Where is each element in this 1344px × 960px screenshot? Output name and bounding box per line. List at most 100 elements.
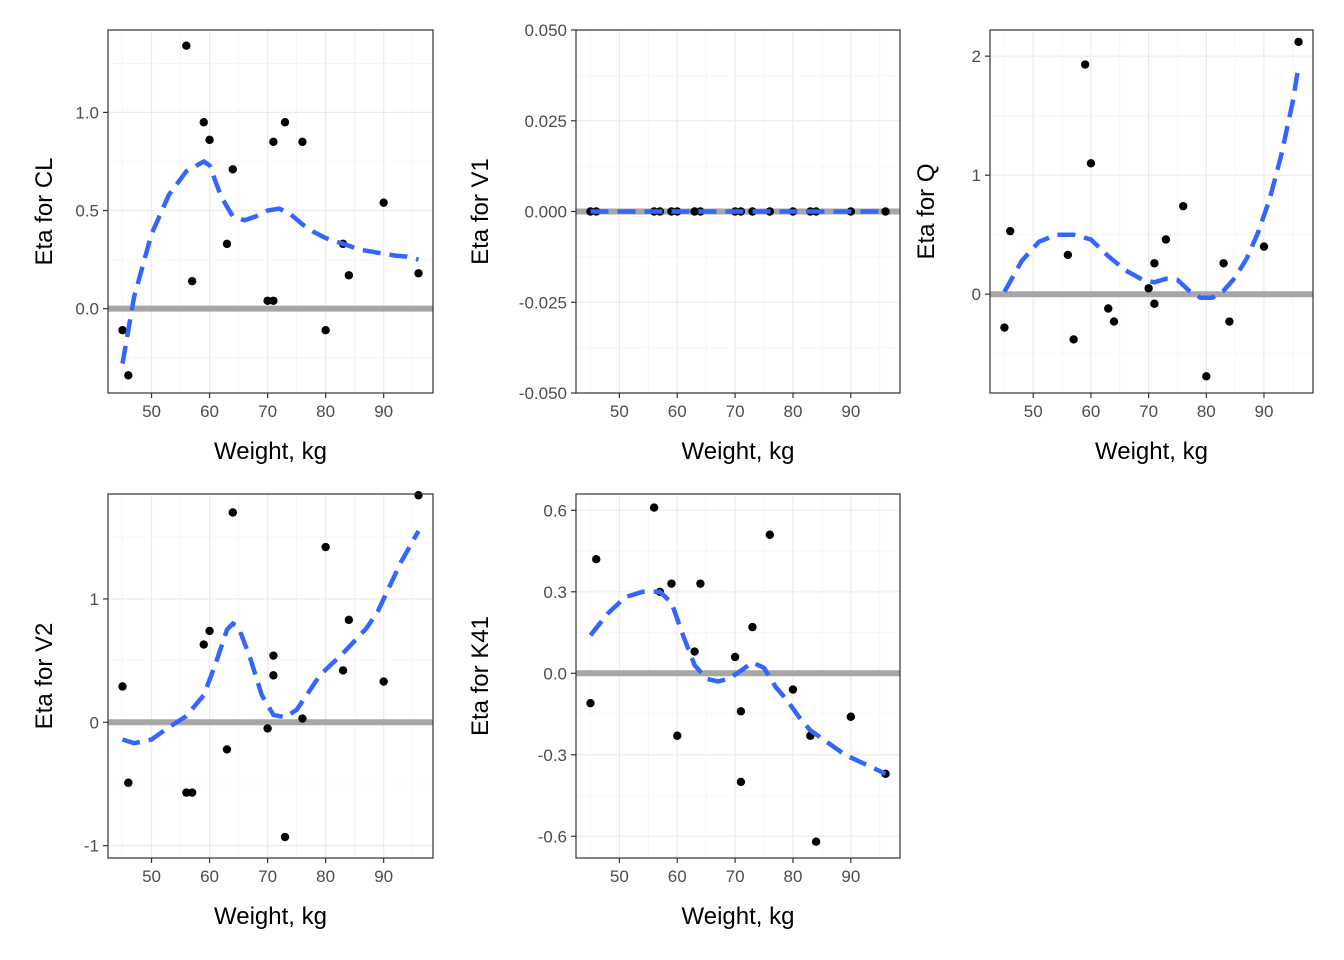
x-tick-label: 80: [316, 402, 335, 421]
data-point: [182, 41, 191, 50]
x-tick-label: 90: [374, 402, 393, 421]
x-tick-label: 80: [784, 867, 803, 886]
data-point: [1179, 201, 1188, 211]
data-point: [1219, 259, 1228, 268]
data-point: [1109, 317, 1119, 326]
x-tick-label: 60: [200, 867, 219, 886]
panel-border: [575, 493, 901, 859]
data-point: [379, 677, 388, 686]
panel-eta-v1: 50 60 70 80 90 -0.050 -0.025 0.000 0.025 0.050 Et…: [467, 21, 901, 465]
y-tick-label: 1: [972, 166, 981, 185]
data-point: [222, 239, 232, 249]
data-point: [269, 651, 278, 660]
y-tick-label: 0.0: [543, 664, 567, 683]
y-tick-label: -0.3: [538, 746, 567, 765]
x-tick-label: 80: [316, 867, 335, 886]
data-point: [124, 778, 133, 787]
plot-area: 50 60 70 80 90 -0.050 -0.025 0.000 0.025 0.050: [519, 21, 901, 421]
data-point: [269, 671, 278, 680]
x-tick-label: 50: [610, 402, 629, 421]
data-point: [690, 647, 699, 656]
data-point: [280, 832, 290, 842]
data-point: [690, 207, 699, 216]
data-point: [228, 165, 237, 174]
x-tick-label: 60: [668, 867, 687, 886]
plot-area: 50 60 70 80 90 -1 0 1: [84, 491, 434, 886]
y-tick-label: 2: [972, 47, 981, 66]
panel-border: [989, 29, 1314, 394]
panel-background: [990, 30, 1313, 393]
y-tick-label: 0: [90, 713, 99, 732]
y-tick-label: 0.3: [543, 583, 567, 602]
x-tick-label: 50: [142, 402, 161, 421]
panel-eta-q: 50 60 70 80 90 0 1 2 Eta for Q Weight, kg: [913, 29, 1314, 465]
data-point: [1080, 60, 1090, 69]
data-point: [263, 296, 272, 305]
x-axis-title: Weight, kg: [682, 903, 795, 930]
x-axis-title: Weight, kg: [682, 438, 795, 465]
x-tick-label: 90: [374, 867, 393, 886]
data-point: [1294, 37, 1303, 47]
x-axis-title: Weight, kg: [1095, 438, 1208, 465]
data-point: [881, 207, 890, 216]
data-point: [1202, 372, 1211, 381]
y-tick-label: 0.000: [524, 203, 567, 222]
smooth-line: [121, 529, 421, 746]
data-point: [730, 652, 740, 662]
data-point: [187, 788, 197, 797]
y-tick-label: 0.0: [75, 300, 99, 319]
data-point: [298, 137, 307, 147]
data-point: [205, 135, 214, 145]
x-axis-title: Weight, kg: [214, 903, 327, 930]
panel-eta-v2: 50 60 70 80 90 -1 0 1 Eta for V2 Weight, kg: [31, 491, 434, 930]
data-point: [344, 615, 354, 625]
x-tick-label: 70: [726, 867, 745, 886]
data-point: [199, 640, 208, 649]
data-point: [199, 118, 208, 127]
data-point: [182, 788, 191, 797]
data-point: [1150, 259, 1159, 268]
plot-area: 50 60 70 80 90 0 1 2: [972, 29, 1314, 421]
y-tick-label: 0.050: [524, 21, 567, 40]
y-tick-label: 0.025: [524, 112, 567, 131]
data-point: [263, 724, 272, 733]
data-point: [1225, 317, 1234, 326]
data-point: [269, 137, 278, 147]
data-point: [1086, 159, 1096, 168]
plot-area: 50 60 70 80 90 -0.6 -0.3 0.0 0.3 0.6: [538, 493, 901, 886]
x-tick-label: 90: [841, 402, 860, 421]
data-point: [321, 542, 330, 552]
y-tick-label: 1: [90, 590, 99, 609]
data-point: [344, 271, 354, 280]
y-axis-title: Eta for CL: [31, 157, 58, 265]
panel-border: [107, 29, 434, 394]
data-point: [228, 508, 237, 517]
x-tick-label: 80: [1197, 402, 1216, 421]
data-point: [649, 503, 659, 512]
data-point: [338, 666, 348, 675]
data-point: [736, 777, 746, 787]
x-tick-label: 90: [841, 867, 860, 886]
data-point: [673, 731, 682, 740]
y-tick-label: 0: [972, 285, 981, 304]
data-point: [298, 714, 307, 723]
data-point: [811, 837, 821, 846]
data-point: [1063, 250, 1073, 260]
data-point: [1161, 235, 1171, 244]
y-tick-label: 1.0: [75, 103, 99, 122]
data-point: [696, 579, 705, 588]
data-point: [118, 682, 127, 691]
y-tick-label: 0.5: [75, 202, 99, 221]
x-tick-label: 50: [610, 867, 629, 886]
panel-eta-cl: 50 60 70 80 90 0.0 0.5 1.0 Eta for CL Weight, k…: [31, 29, 434, 465]
data-point: [736, 707, 746, 716]
y-tick-label: -0.6: [538, 827, 567, 846]
data-point: [379, 198, 388, 207]
data-point: [1259, 242, 1269, 251]
data-point: [1104, 304, 1113, 313]
y-axis-title: Eta for K41: [467, 616, 494, 736]
panel-border: [107, 493, 434, 859]
data-point: [765, 530, 775, 539]
data-point: [1150, 299, 1159, 308]
